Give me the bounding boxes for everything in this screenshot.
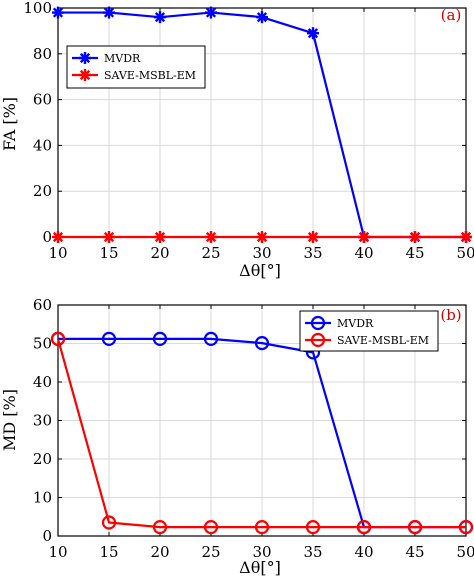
md-legend-entry-save-msbl-em: SAVE-MSBL-EM xyxy=(305,332,429,348)
md-legend: MVDR SAVE-MSBL-EM xyxy=(299,310,439,352)
md-series-save-msbl-em-point xyxy=(101,515,117,530)
md-y-tick-label: 40 xyxy=(33,373,52,391)
fa-y-tick-label: 20 xyxy=(33,182,52,200)
fa-series-mvdr-point xyxy=(103,6,115,19)
fa-panel-tag: (a) xyxy=(441,6,462,24)
md-series-save-msbl-em-point xyxy=(305,520,321,535)
md-series-mvdr-point xyxy=(101,331,117,346)
fa-legend-entry-save-msbl-em-marker xyxy=(79,69,91,81)
md-legend-entry-mvdr-label: MVDR xyxy=(337,317,374,330)
fa-series-save-msbl-em-point xyxy=(103,231,115,243)
md-panel-tag: (b) xyxy=(440,306,461,324)
fa-series-mvdr-point xyxy=(205,6,217,19)
md-x-tick-label: 20 xyxy=(150,543,169,561)
fa-chart-panel: Δθ[°] FA [%] (a) 10 15 20 25 30 35 40 45 50 0 20 40… xyxy=(0,0,474,280)
fa-series-save-msbl-em xyxy=(52,231,472,243)
md-legend-entry-mvdr-marker xyxy=(310,315,326,331)
fa-series-save-msbl-em-point xyxy=(205,231,217,243)
fa-x-tick-label: 20 xyxy=(150,244,169,262)
md-x-tick-label: 30 xyxy=(252,543,271,561)
fa-x-tick-label: 10 xyxy=(48,244,67,262)
fa-legend-entry-save-msbl-em: SAVE-MSBL-EM xyxy=(72,69,196,82)
fa-series-save-msbl-em-point xyxy=(307,231,319,243)
md-x-tick-label: 50 xyxy=(456,543,474,561)
fa-series-save-msbl-em-point xyxy=(460,231,472,243)
md-series-save-msbl-em-point xyxy=(254,520,270,535)
fa-series-mvdr-point xyxy=(52,6,64,19)
md-x-tick-label: 10 xyxy=(48,543,67,561)
fa-y-tick-label: 100 xyxy=(23,0,52,17)
fa-legend-entry-save-msbl-em-label: SAVE-MSBL-EM xyxy=(104,69,196,82)
md-series-save-msbl-em-point xyxy=(203,520,219,535)
fa-x-tick-label: 45 xyxy=(405,244,424,262)
fa-x-tick-label: 30 xyxy=(252,244,271,262)
md-y-tick-label: 60 xyxy=(33,296,52,314)
md-x-tick-label: 25 xyxy=(201,543,220,561)
fa-x-tick-label: 25 xyxy=(201,244,220,262)
md-series-save-msbl-em-point xyxy=(407,520,423,535)
md-y-axis-label: MD [%] xyxy=(0,389,19,451)
fa-x-tick-label: 40 xyxy=(354,244,373,262)
md-x-tick-label: 15 xyxy=(99,543,118,561)
md-y-tick-label: 30 xyxy=(33,412,52,430)
fa-x-tick-label: 50 xyxy=(456,244,474,262)
fa-legend-entry-mvdr-marker xyxy=(79,52,91,64)
md-series-save-msbl-em-point xyxy=(152,520,168,535)
md-y-tick-label: 50 xyxy=(33,335,52,353)
fa-legend: MVDR SAVE-MSBL-EM xyxy=(66,45,206,89)
md-x-tick-label: 45 xyxy=(405,543,424,561)
md-x-tick-label: 40 xyxy=(354,543,373,561)
fa-legend-entry-mvdr: MVDR xyxy=(72,52,141,65)
fa-grid xyxy=(57,7,467,238)
md-series-save-msbl-em xyxy=(50,331,474,535)
md-y-tick-label: 0 xyxy=(42,527,52,545)
md-x-axis-label: Δθ[°] xyxy=(239,558,281,577)
md-series-mvdr-point xyxy=(254,336,270,351)
md-legend-entry-save-msbl-em-marker xyxy=(310,332,326,348)
md-series-save-msbl-em-line xyxy=(56,338,466,529)
fa-series-mvdr-point xyxy=(154,11,166,24)
md-series-save-msbl-em-point xyxy=(50,331,66,346)
fa-y-tick-label: 80 xyxy=(33,45,52,63)
md-series-mvdr-point xyxy=(203,331,219,346)
md-x-tick-label: 35 xyxy=(303,543,322,561)
md-series-save-msbl-em-point xyxy=(356,520,372,535)
md-legend-entry-mvdr: MVDR xyxy=(305,315,374,331)
fa-y-tick-label: 0 xyxy=(42,228,52,246)
fa-series-save-msbl-em-point xyxy=(52,231,64,243)
fa-x-tick-label: 35 xyxy=(303,244,322,262)
fa-y-axis-label: FA [%] xyxy=(0,97,19,151)
fa-series-mvdr-point xyxy=(307,27,319,40)
fa-y-tick-label: 40 xyxy=(33,136,52,154)
md-series-mvdr-point xyxy=(152,331,168,346)
fa-series-mvdr-point xyxy=(256,11,268,24)
fa-y-tick-label: 60 xyxy=(33,91,52,109)
fa-series-save-msbl-em-point xyxy=(358,231,370,243)
fa-x-axis-label: Δθ[°] xyxy=(239,261,281,280)
fa-x-tick-label: 15 xyxy=(99,244,118,262)
fa-series-save-msbl-em-point xyxy=(256,231,268,243)
md-chart-panel: Δθ[°] MD [%] (b) 10 15 20 25 30 35 40 45 5001020… xyxy=(0,296,474,577)
md-series-save-msbl-em-point xyxy=(458,520,474,535)
md-y-tick-label: 10 xyxy=(33,489,52,507)
md-legend-entry-save-msbl-em-label: SAVE-MSBL-EM xyxy=(337,334,429,347)
fa-legend-entry-mvdr-label: MVDR xyxy=(104,52,141,65)
fa-series-save-msbl-em-point xyxy=(154,231,166,243)
md-y-tick-label: 20 xyxy=(33,450,52,468)
fa-legend-box xyxy=(66,45,206,89)
fa-series-save-msbl-em-point xyxy=(409,231,421,243)
